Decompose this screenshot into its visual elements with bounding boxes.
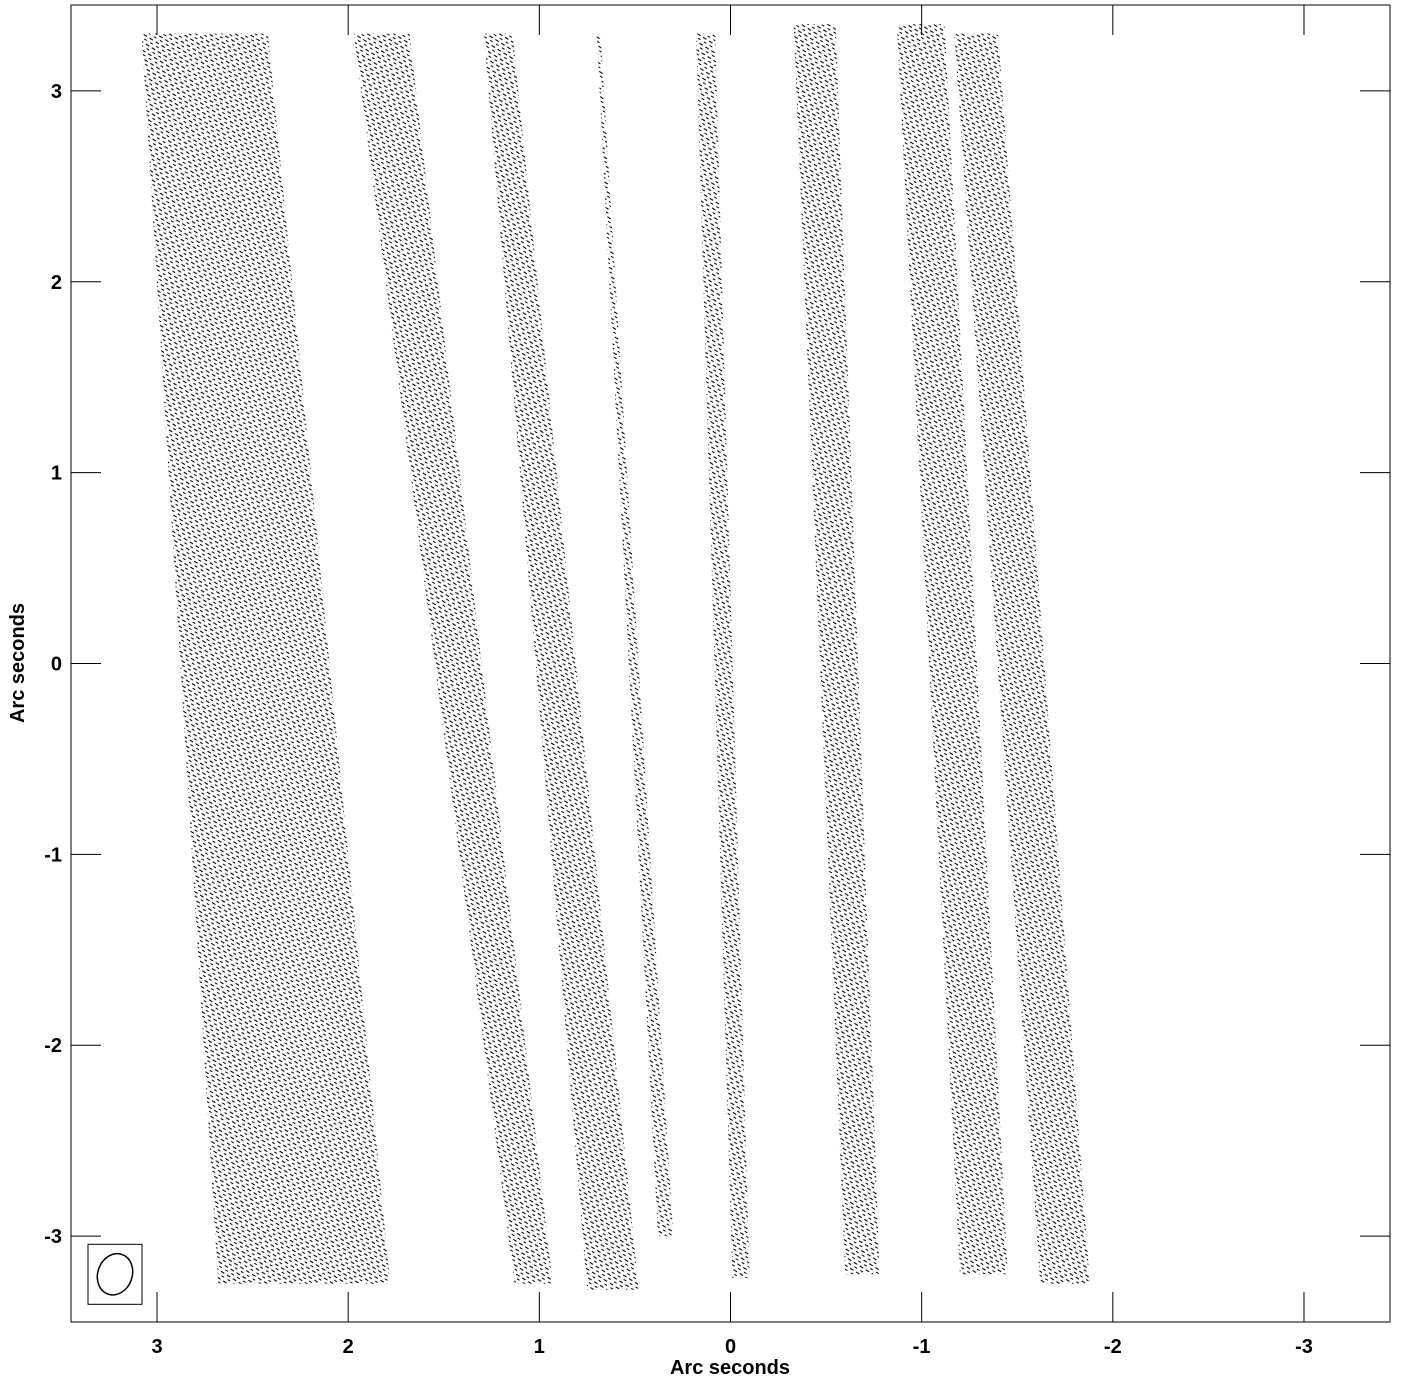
- x-tick-label: -2: [1104, 1336, 1122, 1358]
- x-tick-label: 0: [725, 1336, 736, 1358]
- contour-band-5: [696, 33, 750, 1279]
- x-tick-label: 2: [343, 1336, 354, 1358]
- x-tick-label: -1: [913, 1336, 931, 1358]
- contour-band-4: [596, 33, 674, 1237]
- beam-ellipse-box: [87, 1243, 143, 1305]
- beam-ellipse: [96, 1252, 134, 1296]
- y-tick-label: 2: [51, 272, 62, 294]
- contour-band-6: [793, 24, 880, 1275]
- y-tick-label: 0: [51, 654, 62, 676]
- axis-ticks: 3 2 1 0 -1 -2 -3 3 2 1 0 -1 -2 -3: [44, 5, 1390, 1358]
- contour-band-7: [896, 24, 1008, 1275]
- contour-band-1: [141, 33, 391, 1284]
- contour-band-3: [483, 33, 639, 1290]
- y-tick-label: -1: [44, 844, 62, 866]
- x-axis-label: Arc seconds: [670, 1357, 790, 1379]
- contour-bands: [141, 24, 1090, 1290]
- contour-band-2: [353, 33, 553, 1284]
- y-tick-label: 1: [51, 463, 62, 485]
- x-tick-label: 3: [151, 1336, 162, 1358]
- y-axis-label: Arc seconds: [7, 603, 29, 723]
- y-tick-label: -3: [44, 1226, 62, 1248]
- y-tick-label: 3: [51, 81, 62, 103]
- x-tick-label: 1: [534, 1336, 545, 1358]
- contour-band-8: [954, 33, 1090, 1284]
- y-tick-label: -2: [44, 1035, 62, 1057]
- x-tick-label: -3: [1295, 1336, 1313, 1358]
